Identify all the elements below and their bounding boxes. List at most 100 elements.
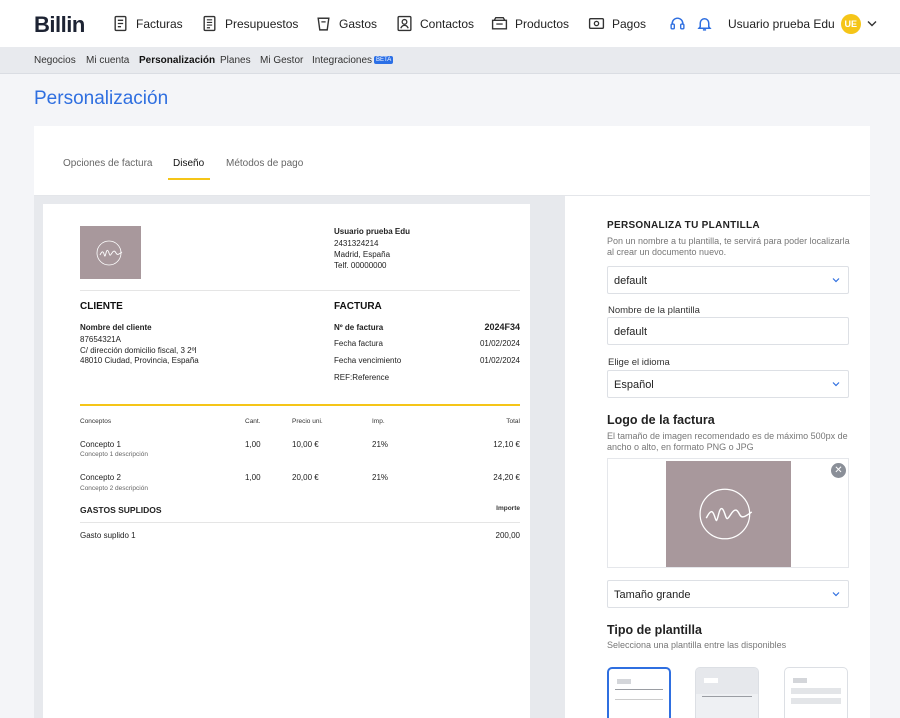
template-select-value: default <box>614 275 648 287</box>
logo-size-select[interactable]: Tamaño grande <box>607 580 849 608</box>
template-name-label: Nombre de la plantilla <box>608 305 700 316</box>
nav-facturas[interactable]: Facturas <box>112 0 183 47</box>
template-option-1[interactable] <box>607 667 671 718</box>
col-total: Total <box>506 418 520 425</box>
nav-presupuestos[interactable]: Presupuestos <box>201 0 298 47</box>
nav-pagos[interactable]: Pagos <box>588 0 646 47</box>
template-name-input[interactable]: default <box>607 317 849 345</box>
nav-gastos[interactable]: Gastos <box>315 0 377 47</box>
supplied-heading: GASTOS SUPLIDOS <box>80 505 162 515</box>
invoice-due-label: Fecha vencimiento <box>334 356 402 365</box>
template-thumb-line <box>702 696 752 697</box>
uploaded-logo <box>666 461 791 567</box>
panel-title: PERSONALIZA TU PLANTILLA <box>607 220 760 231</box>
logo-upload-box[interactable]: ✕ <box>607 458 849 568</box>
col-conceptos: Conceptos <box>80 418 112 425</box>
invoice-due: 01/02/2024 <box>479 356 520 365</box>
logo-section-title: Logo de la factura <box>607 413 715 427</box>
chevron-down-icon <box>867 21 877 27</box>
subnav-personalizacion[interactable]: Personalización <box>139 55 216 66</box>
invoice-logo <box>80 226 141 279</box>
language-select-value: Español <box>614 379 654 391</box>
signature-logo-icon <box>698 488 752 540</box>
subnav-mi-cuenta[interactable]: Mi cuenta <box>86 55 130 66</box>
subnav-negocios[interactable]: Negocios <box>34 55 76 66</box>
page-title: Personalización <box>34 88 169 109</box>
tab-metodos-pago[interactable]: Métodos de pago <box>226 158 304 169</box>
panel-description: Pon un nombre a tu plantilla, te servirá… <box>607 236 850 257</box>
signature-logo-icon <box>96 240 122 265</box>
row-concept: Concepto 1 <box>80 440 121 449</box>
subnav-mi-gestor[interactable]: Mi Gestor <box>260 55 304 66</box>
billin-logo[interactable]: Billin <box>34 12 85 37</box>
nav-productos-label: Productos <box>515 16 570 31</box>
invoice-number: 2024F34 <box>484 322 520 332</box>
template-thumb-bar <box>617 679 631 684</box>
quote-icon <box>203 15 216 32</box>
template-option-2[interactable] <box>695 667 759 718</box>
template-type-title: Tipo de plantilla <box>607 623 702 637</box>
client-heading: CLIENTE <box>80 301 123 312</box>
template-thumb-line <box>615 689 663 690</box>
subnav-integraciones[interactable]: Integraciones BETA <box>312 55 394 66</box>
expenses-icon <box>317 17 330 31</box>
col-precio: Precio uni. <box>292 418 323 425</box>
user-name: Usuario prueba Edu <box>728 16 835 31</box>
col-cantidad: Cant. <box>245 418 261 425</box>
invoice-preview-area: Usuario prueba Edu 2431324214 Madrid, Es… <box>34 196 565 718</box>
template-thumb-line <box>615 699 663 700</box>
products-icon <box>491 16 508 30</box>
nav-contactos-label: Contactos <box>420 16 475 31</box>
bell-icon[interactable] <box>696 15 713 32</box>
template-thumb-bar <box>704 678 718 683</box>
col-impuesto: Imp. <box>372 418 385 425</box>
template-name-value: default <box>614 326 648 338</box>
top-navbar: Billin Facturas Presupuestos Gastos Cont… <box>0 0 900 47</box>
invoice-preview: Usuario prueba Edu 2431324214 Madrid, Es… <box>43 204 530 718</box>
template-thumb-band <box>791 698 841 704</box>
client-name: Nombre del cliente <box>80 323 152 332</box>
language-label: Elige el idioma <box>608 357 670 368</box>
row-tax: 21% <box>372 473 389 482</box>
nav-contactos[interactable]: Contactos <box>396 0 474 47</box>
logo-size-value: Tamaño grande <box>614 589 691 601</box>
language-select[interactable]: Español <box>607 370 849 398</box>
nav-pagos-label: Pagos <box>612 16 647 31</box>
row-desc: Concepto 1 descripción <box>80 451 148 458</box>
headset-icon[interactable] <box>669 15 686 32</box>
active-tab-indicator <box>168 178 210 180</box>
template-select[interactable]: default <box>607 266 849 294</box>
client-city: 48010 Ciudad, Provincia, España <box>80 356 199 365</box>
template-option-3[interactable] <box>784 667 848 718</box>
template-thumb-band <box>791 688 841 694</box>
chevron-down-icon <box>832 278 840 283</box>
settings-card: Opciones de factura Diseño Métodos de pa… <box>34 126 870 718</box>
remove-logo-button[interactable]: ✕ <box>831 463 846 478</box>
tab-diseno[interactable]: Diseño <box>173 158 205 169</box>
row-total: 24,20 € <box>493 473 520 482</box>
user-menu[interactable]: Usuario prueba Edu UE <box>728 0 877 47</box>
row-qty: 1,00 <box>245 473 261 482</box>
row-desc: Concepto 2 descripción <box>80 485 148 492</box>
row-price: 20,00 € <box>292 473 319 482</box>
company-name: Usuario prueba Edu <box>334 227 411 236</box>
sub-navbar: Negocios Mi cuenta Personalización Plane… <box>0 47 900 74</box>
invoice-date-label: Fecha factura <box>334 339 383 348</box>
row-price: 10,00 € <box>292 440 319 449</box>
invoice-number-label: Nº de factura <box>334 323 384 332</box>
beta-badge: BETA <box>374 56 394 64</box>
subnav-planes[interactable]: Planes <box>220 55 251 66</box>
supplied-amount-label: Importe <box>496 505 520 512</box>
divider <box>80 522 520 523</box>
payments-icon <box>588 18 605 29</box>
nav-presupuestos-label: Presupuestos <box>225 16 299 31</box>
tab-opciones-factura[interactable]: Opciones de factura <box>63 158 153 169</box>
nav-productos[interactable]: Productos <box>491 0 569 47</box>
row-total: 12,10 € <box>493 440 520 449</box>
company-city: Madrid, España <box>334 250 391 259</box>
template-type-description: Selecciona una plantilla entre las dispo… <box>607 640 787 650</box>
divider <box>80 290 520 291</box>
row-qty: 1,00 <box>245 440 261 449</box>
company-id: 2431324214 <box>334 239 379 248</box>
invoice-heading: FACTURA <box>334 301 382 312</box>
